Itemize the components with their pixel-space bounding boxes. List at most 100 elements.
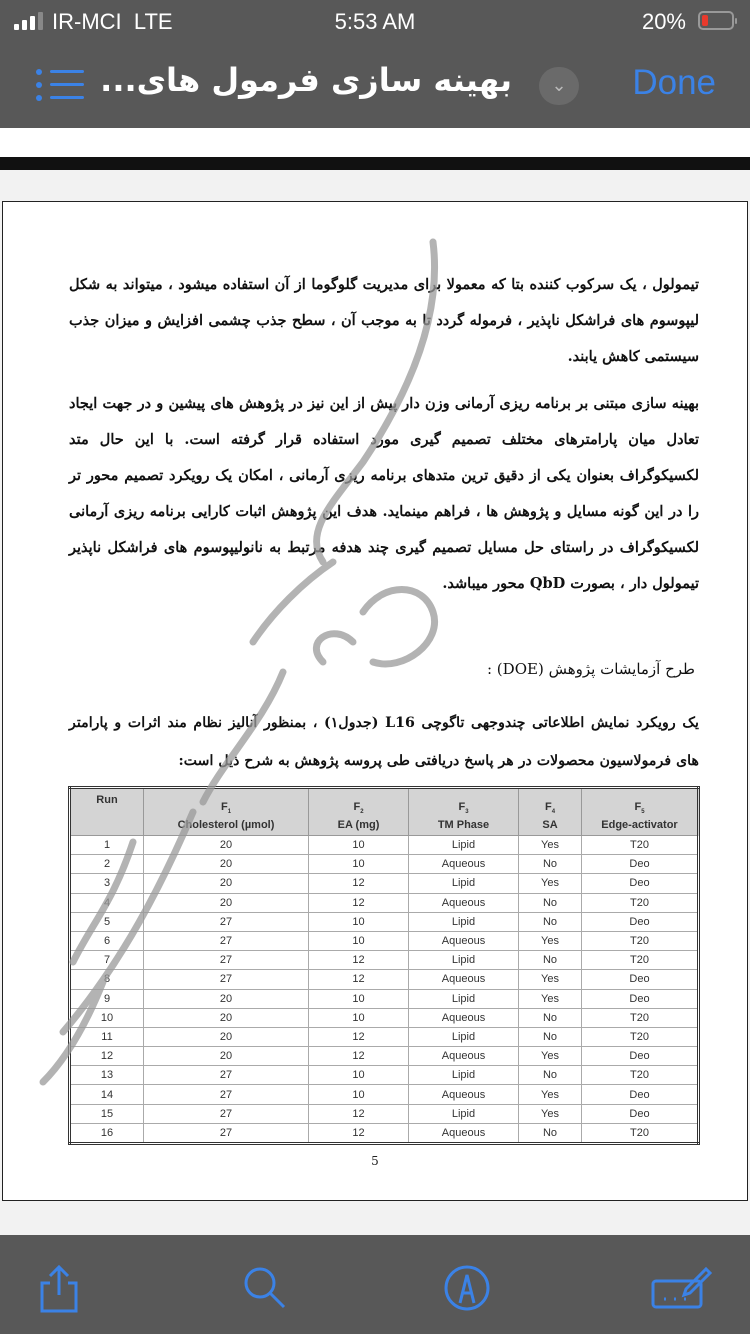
table-row: 14 27 10 Aqueous Yes Deo [69, 1084, 699, 1105]
table-cell: 20 [143, 1046, 309, 1067]
table-row: 10 20 10 Aqueous No T20 [69, 1007, 699, 1028]
table-row: 9 20 10 Lipid Yes Deo [69, 988, 699, 1009]
table-row: 11 20 12 Lipid No T20 [69, 1026, 699, 1048]
share-icon[interactable] [34, 1263, 84, 1313]
table-cell: 4 [69, 892, 144, 913]
search-icon[interactable] [240, 1263, 290, 1313]
table-cell: Lipid [408, 1065, 519, 1086]
table-cell: T20 [581, 1065, 699, 1086]
factor-label: F5 [634, 800, 645, 815]
table-cell: 12 [308, 873, 409, 894]
column-header: F5 Edge-activator [581, 787, 699, 836]
chevron-down-icon[interactable]: ⌄ [539, 67, 579, 105]
table-cell: 10 [308, 1007, 409, 1028]
table-cell: Deo [581, 1084, 699, 1105]
table-row: 7 27 12 Lipid No T20 [69, 950, 699, 971]
table-cell: 20 [143, 892, 309, 913]
table-cell: Lipid [408, 1026, 519, 1048]
table-cell: Aqueous [408, 854, 519, 875]
header-label: SA [542, 819, 558, 831]
factor-label: F2 [353, 800, 364, 815]
table-cell: Aqueous [408, 1007, 519, 1028]
table-row: 13 27 10 Lipid No T20 [69, 1065, 699, 1086]
table-cell: 16 [69, 1122, 144, 1145]
paragraph: یک رویکرد نمایش اطلاعاتی چندوجهی تاگوچی … [69, 715, 699, 769]
table-cell: 1 [69, 834, 144, 856]
nav-bar: بهینه سازی فرمول های... ⌄ Done [0, 45, 750, 128]
table-cell: 7 [69, 950, 144, 971]
table-cell: Aqueous [408, 892, 519, 913]
table-cell: 9 [69, 988, 144, 1009]
table-cell: 27 [143, 911, 309, 932]
table-cell: 8 [69, 969, 144, 990]
column-header: F1 Cholesterol (µmol) [143, 787, 309, 836]
table-cell: 11 [69, 1026, 144, 1048]
document-page: تیمولول ، یک سرکوب کننده بتا که معمولا ب… [2, 201, 748, 1201]
done-button[interactable]: Done [632, 63, 716, 102]
table-cell: Deo [581, 1103, 699, 1124]
paragraph: بهینه سازی مبتنی بر برنامه ریزی آرمانی و… [69, 395, 699, 592]
table-cell: 10 [308, 1065, 409, 1086]
factor-label: F4 [544, 800, 556, 815]
table-cell: T20 [581, 1026, 699, 1048]
table-cell: 27 [143, 1103, 309, 1124]
table-cell: Aqueous [408, 930, 519, 952]
table-cell: 6 [69, 930, 144, 952]
table-cell: T20 [581, 930, 699, 952]
signal-icon [14, 12, 43, 30]
column-header: Run [69, 787, 144, 836]
table-row: 15 27 12 Lipid Yes Deo [69, 1103, 699, 1124]
doe-table: Run F1 Cholesterol (µmol) F2 EA (mg) F3 TM Pha… [68, 786, 700, 1145]
table-row: 16 27 12 Aqueous No T20 [69, 1122, 699, 1145]
column-header: F4 SA [518, 787, 582, 836]
header-label: EA (mg) [337, 819, 380, 831]
table-cell: 14 [69, 1084, 144, 1105]
table-cell: 12 [308, 1103, 409, 1124]
battery-percent: 20% [641, 9, 686, 34]
table-cell: Lipid [408, 988, 519, 1009]
header-label: Cholesterol (µmol) [177, 819, 275, 831]
table-row: 12 20 12 Aqueous Yes Deo [69, 1046, 699, 1067]
table-cell: 10 [308, 988, 409, 1009]
table-cell: 27 [143, 1122, 309, 1145]
table-cell: 20 [143, 873, 309, 894]
table-cell: No [518, 1122, 582, 1145]
markup-icon[interactable] [442, 1263, 492, 1313]
list-icon[interactable] [36, 65, 86, 105]
carrier: IR-MCI LTE [52, 9, 173, 34]
table-cell: 5 [69, 911, 144, 932]
clock: 5:53 AM [334, 9, 416, 34]
table-cell: 12 [308, 1026, 409, 1048]
keyboard-icon[interactable] [650, 1263, 712, 1313]
table-cell: T20 [581, 892, 699, 913]
column-header: F3 TM Phase [408, 787, 519, 836]
table-cell: No [518, 854, 582, 875]
table-cell: 20 [143, 1026, 309, 1048]
table-cell: Deo [581, 854, 699, 875]
table-cell: Yes [518, 988, 582, 1009]
column-header: F2 EA (mg) [308, 787, 409, 836]
table-cell: 20 [143, 854, 309, 875]
table-cell: 12 [308, 950, 409, 971]
table-cell: 20 [143, 834, 309, 856]
table-cell: T20 [581, 1007, 699, 1028]
table-cell: Aqueous [408, 1046, 519, 1067]
table-cell: Yes [518, 1103, 582, 1124]
table-cell: Yes [518, 1046, 582, 1067]
table-cell: Yes [518, 834, 582, 856]
table-cell: 27 [143, 969, 309, 990]
table-cell: Aqueous [408, 1122, 519, 1145]
status-bar: IR-MCI LTE 5:53 AM 20% [0, 0, 750, 45]
table-cell: No [518, 950, 582, 971]
paragraph: تیمولول ، یک سرکوب کننده بتا که معمولا ب… [69, 276, 699, 365]
previous-page [0, 128, 750, 170]
table-cell: 27 [143, 1065, 309, 1086]
header-label: Run [96, 794, 118, 806]
document-title[interactable]: بهینه سازی فرمول های... [100, 61, 512, 99]
table-cell: 15 [69, 1103, 144, 1124]
table-cell: 10 [308, 854, 409, 875]
table-cell: 2 [69, 854, 144, 875]
table-cell: Yes [518, 930, 582, 952]
table-cell: No [518, 1065, 582, 1086]
section-heading: طرح آزمایشات پژوهش (DOE) : [486, 660, 695, 678]
